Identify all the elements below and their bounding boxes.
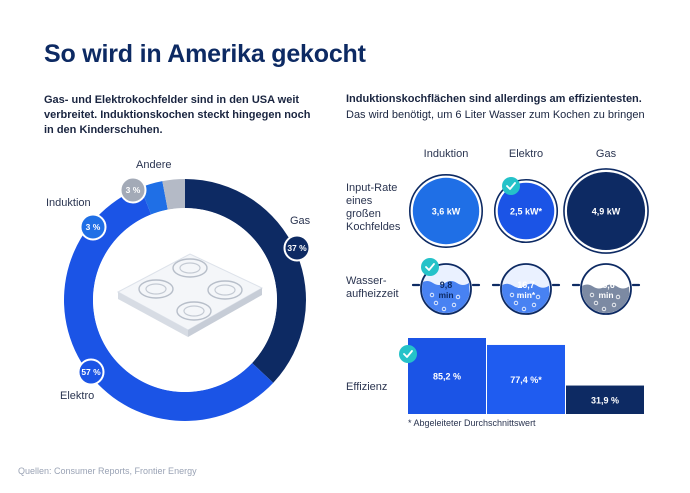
donut-badge-gas — [283, 234, 311, 262]
check-icon-mark — [425, 263, 435, 271]
heat-time-value-gas: 18,6 — [597, 280, 615, 290]
heat-time-unit-gas: min — [598, 290, 613, 300]
efficiency-bar-induktion — [408, 338, 486, 414]
heat-time-unit-elektro: min* — [517, 290, 536, 300]
burner-ring-inner — [145, 283, 167, 295]
pot-bubble — [589, 292, 595, 298]
row-label-input-line2: eines — [346, 195, 373, 207]
row-label-effizienz: Effizienz — [346, 381, 388, 393]
footnote: * Abgeleiteter Durchschnittswert — [408, 418, 536, 428]
donut-value-label-elektro: 57 % — [81, 367, 101, 377]
input-rate-circle-induktion — [412, 177, 480, 245]
check-icon-heat-time — [421, 258, 439, 276]
donut-slice-gas — [185, 179, 306, 383]
check-icon-mark — [506, 182, 516, 190]
donut-value-label-andere: 3 % — [126, 185, 141, 195]
efficiency-value-elektro: 77,4 %* — [510, 375, 542, 385]
burner-ring-inner — [179, 262, 201, 274]
page-title: So wird in Amerika gekocht — [44, 40, 366, 68]
burner-ring-outer — [207, 280, 243, 300]
subtitle-left: Gas- und Elektrokochfelder sind in den U… — [44, 94, 311, 136]
row-label-input-line4: Kochfeldes — [346, 221, 401, 233]
check-icon-input-rate — [502, 177, 520, 195]
donut-slice-induktion — [140, 181, 168, 215]
donut-label-gas: Gas — [290, 215, 311, 227]
row-label-input-line1: Input-Rate — [346, 182, 398, 194]
pot-bubble — [513, 300, 519, 306]
heat-time-unit-induktion: min — [438, 290, 453, 300]
col-header-elektro: Elektro — [508, 148, 544, 160]
donut-label-induktion: Induktion — [46, 197, 91, 209]
donut-value-label-gas: 37 % — [287, 243, 307, 253]
donut-badge-induktion — [79, 213, 107, 241]
burner-ring-inner — [183, 305, 205, 317]
efficiency-bar-gas — [566, 385, 644, 414]
heat-time-value-elektro: 16,7 — [517, 280, 535, 290]
efficiency-bar-elektro — [487, 344, 565, 414]
subtitle-right: Das wird benötigt, um 6 Liter Wasser zum… — [346, 109, 645, 121]
row-label-input-line3: großen — [346, 208, 381, 220]
donut-label-elektro: Elektro — [60, 390, 95, 402]
donut-value-label-induktion: 3 % — [86, 222, 101, 232]
burner-ring-outer — [172, 258, 208, 278]
input-rate-value-induktion: 3,6 kW — [432, 207, 461, 217]
input-rate-circle-elektro — [497, 182, 555, 240]
donut-label-andere: Andere — [136, 159, 172, 171]
pot-bubble — [429, 292, 435, 298]
row-label-wasser-line2: aufheizzeit — [346, 288, 399, 300]
pot-bubble — [611, 302, 617, 308]
burner-ring-outer — [138, 279, 174, 299]
col-header-gas: Gas — [595, 148, 617, 160]
pot-water — [502, 283, 550, 313]
pot-bubble — [521, 306, 527, 312]
donut-slice-andere — [162, 179, 185, 210]
cooktop-edge-right — [188, 288, 262, 337]
input-rate-value-elektro: 2,5 kW* — [510, 207, 543, 217]
burner-ring-outer — [176, 301, 212, 321]
donut-badge-andere — [119, 176, 147, 204]
pot-bubble — [593, 300, 599, 306]
pot-bubble — [451, 302, 457, 308]
cooktop-edge-left — [118, 292, 188, 337]
donut-badge-elektro — [77, 358, 105, 386]
input-rate-value-gas: 4,9 kW — [592, 207, 621, 217]
check-icon-bg — [399, 345, 417, 363]
burner-ring-inner — [214, 284, 236, 296]
pot-bubble — [433, 300, 439, 306]
pot-bubble — [455, 294, 461, 300]
pot-bubble — [509, 292, 515, 298]
efficiency-value-induktion: 85,2 % — [433, 372, 461, 382]
pot-bubble — [531, 302, 537, 308]
pot-bubble — [615, 294, 621, 300]
row-label-wasser-line1: Wasser- — [346, 275, 387, 287]
check-icon-mark — [403, 350, 413, 358]
cooktop-illustration — [116, 253, 264, 337]
donut-slice-elektro — [63, 187, 274, 421]
efficiency-value-gas: 31,9 % — [591, 395, 619, 405]
pot-water — [422, 281, 470, 313]
check-icon-efficiency — [399, 345, 417, 363]
row-label-wasser: Wasser- aufheizzeit — [346, 275, 399, 301]
check-icon-bg — [502, 177, 520, 195]
heat-time-value-induktion: 9,8 — [440, 280, 453, 290]
pot-bubble — [441, 306, 447, 312]
pot-bubble — [601, 306, 607, 312]
pot-water — [582, 284, 630, 313]
col-header-induktion: Induktion — [423, 148, 469, 160]
subtitle-right-bold: Induktionskochflächen sind allerdings am… — [346, 93, 642, 105]
row-label-input-rate: Input-Rate eines großen Kochfeldes — [346, 182, 400, 234]
check-icon-bg — [421, 258, 439, 276]
pot-bubble — [535, 294, 541, 300]
input-rate-circle-gas — [566, 171, 646, 251]
source-note: Quellen: Consumer Reports, Frontier Ener… — [18, 466, 197, 476]
